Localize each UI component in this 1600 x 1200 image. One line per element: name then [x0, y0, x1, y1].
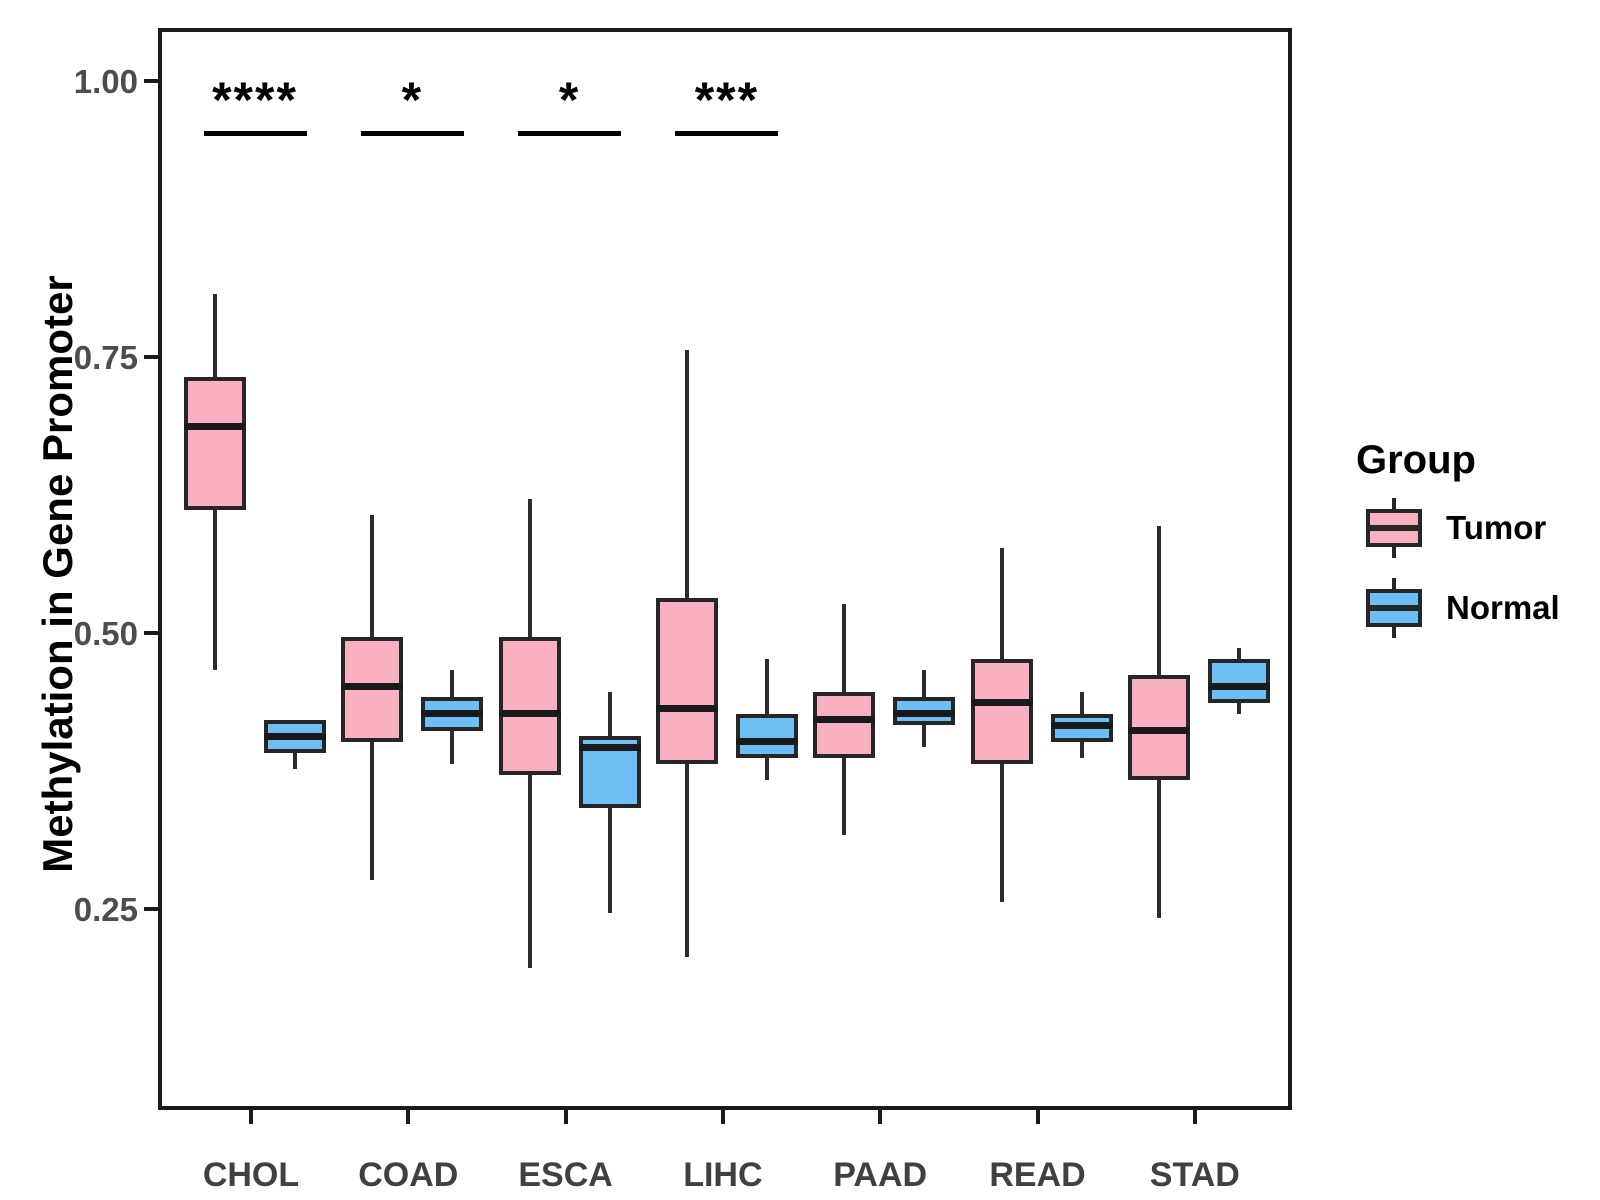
median-PAAD-Tumor — [813, 716, 876, 723]
x-tick-label-ESCA: ESCA — [518, 1156, 613, 1194]
legend-key-median — [1366, 605, 1422, 611]
box-PAAD-Tumor — [813, 691, 876, 759]
x-tick-label-LIHC: LIHC — [683, 1156, 763, 1194]
whisker-lower-ESCA-Normal — [607, 807, 612, 913]
box-CHOL-Tumor — [184, 377, 246, 510]
legend: Group Tumor Normal — [1330, 438, 1590, 642]
whisker-lower-CHOL-Tumor — [213, 509, 217, 670]
whisker-upper-PAAD-Normal — [922, 669, 927, 698]
box-READ-Tumor — [970, 658, 1033, 764]
whisker-lower-COAD-Tumor — [370, 741, 375, 880]
median-ESCA-Tumor — [498, 710, 561, 718]
y-tick-0.50 — [144, 630, 158, 635]
sig-bar-CHOL — [203, 131, 307, 136]
y-tick-label-1.00: 1.00 — [73, 62, 138, 100]
median-READ-Normal — [1050, 721, 1113, 729]
x-tick-LIHC — [720, 1110, 725, 1124]
legend-items: Tumor Normal — [1330, 494, 1590, 642]
median-COAD-Normal — [421, 710, 484, 718]
whisker-upper-STAD-Tumor — [1156, 526, 1161, 676]
whisker-upper-READ-Tumor — [999, 548, 1004, 659]
whisker-lower-READ-Tumor — [999, 763, 1004, 902]
whisker-upper-LIHC-Tumor — [684, 349, 689, 599]
legend-label-normal: Normal — [1446, 589, 1560, 626]
whisker-lower-PAAD-Tumor — [842, 758, 847, 836]
whisker-lower-LIHC-Normal — [764, 758, 769, 781]
legend-key-tumor-icon — [1364, 498, 1424, 558]
whisker-lower-LIHC-Tumor — [684, 763, 689, 957]
x-tick-STAD — [1192, 1110, 1197, 1124]
y-tick-0.25 — [144, 906, 158, 911]
sig-bar-LIHC — [675, 131, 779, 136]
whisker-lower-CHOL-Normal — [293, 752, 297, 770]
whisker-lower-READ-Normal — [1079, 741, 1084, 759]
y-tick-1.00 — [144, 78, 158, 83]
whisker-upper-LIHC-Normal — [764, 658, 769, 714]
legend-label-tumor: Tumor — [1446, 509, 1547, 546]
y-axis-title: Methylation in Gene Promoter — [34, 275, 81, 873]
whisker-upper-COAD-Tumor — [370, 515, 375, 637]
whisker-lower-STAD-Tumor — [1156, 780, 1161, 919]
whisker-upper-COAD-Normal — [450, 669, 455, 698]
box-STAD-Normal — [1207, 658, 1270, 703]
whisker-lower-COAD-Normal — [450, 730, 455, 764]
y-tick-label-0.50: 0.50 — [73, 614, 138, 652]
x-tick-label-COAD: COAD — [358, 1156, 459, 1194]
whisker-upper-CHOL-Tumor — [213, 294, 217, 378]
median-ESCA-Normal — [578, 743, 641, 751]
sig-stars-CHOL: **** — [212, 72, 298, 128]
legend-item-normal: Normal — [1330, 574, 1590, 642]
legend-title: Group — [1356, 438, 1476, 482]
x-tick-label-CHOL: CHOL — [202, 1156, 300, 1194]
sig-stars-ESCA: * — [558, 72, 581, 128]
whisker-upper-READ-Normal — [1079, 691, 1084, 714]
box-LIHC-Tumor — [655, 598, 718, 764]
whisker-lower-STAD-Normal — [1236, 702, 1241, 714]
median-PAAD-Normal — [893, 710, 956, 718]
x-tick-READ — [1035, 1110, 1040, 1124]
sig-bar-ESCA — [518, 131, 622, 136]
x-tick-label-PAAD: PAAD — [833, 1156, 928, 1194]
whisker-lower-ESCA-Tumor — [527, 774, 532, 968]
x-tick-label-READ: READ — [989, 1156, 1086, 1194]
median-CHOL-Normal — [264, 732, 326, 740]
y-tick-label-0.25: 0.25 — [73, 890, 138, 928]
x-tick-CHOL — [249, 1110, 253, 1124]
legend-item-tumor: Tumor — [1330, 494, 1590, 562]
x-tick-ESCA — [563, 1110, 568, 1124]
x-tick-COAD — [406, 1110, 411, 1124]
median-CHOL-Tumor — [184, 423, 246, 431]
whisker-upper-ESCA-Tumor — [527, 498, 532, 637]
median-COAD-Tumor — [341, 682, 404, 690]
y-tick-label-0.75: 0.75 — [73, 338, 138, 376]
whisker-upper-ESCA-Normal — [607, 691, 612, 737]
legend-key-normal-icon — [1364, 578, 1424, 638]
legend-key-median — [1366, 525, 1422, 531]
sig-bar-COAD — [360, 131, 464, 136]
whisker-upper-PAAD-Tumor — [842, 603, 847, 692]
median-READ-Tumor — [970, 699, 1033, 707]
plot-panel: **** * * *** — [158, 28, 1292, 1110]
box-ESCA-Tumor — [498, 636, 561, 775]
whisker-upper-STAD-Normal — [1236, 647, 1241, 659]
x-tick-PAAD — [878, 1110, 883, 1124]
median-LIHC-Normal — [735, 738, 798, 746]
sig-stars-LIHC: *** — [694, 72, 760, 128]
whisker-lower-PAAD-Normal — [922, 725, 927, 748]
median-LIHC-Tumor — [655, 704, 718, 712]
median-STAD-Tumor — [1127, 727, 1190, 735]
box-LIHC-Normal — [735, 713, 798, 759]
median-STAD-Normal — [1207, 682, 1270, 690]
sig-stars-COAD: * — [401, 72, 424, 128]
y-tick-0.75 — [144, 354, 158, 359]
x-tick-label-STAD: STAD — [1149, 1156, 1240, 1194]
